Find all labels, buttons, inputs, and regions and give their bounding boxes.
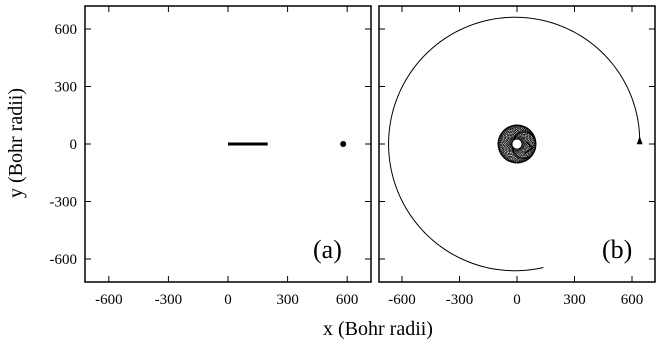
panel-a-marks <box>228 141 347 147</box>
panel-a-x-tick-label: 300 <box>276 292 299 308</box>
panel-a-label: (a) <box>313 235 342 264</box>
x-axis-title: x (Bohr radii) <box>323 318 433 340</box>
panel-a-point <box>340 141 347 147</box>
panel-b-x-tick-label: -600 <box>388 292 416 308</box>
panel-b-arrow-outer <box>636 136 643 145</box>
panel-b-marks <box>388 16 643 272</box>
panel-b-x-tick-label: 300 <box>563 292 586 308</box>
panel-a-ticks: -600 -300 0 300 600 -600 -300 0 300 600 <box>50 6 371 308</box>
panel-b-arrow-inner <box>523 141 534 155</box>
panel-b-ticks: -600 -300 0 300 600 <box>379 6 655 308</box>
y-axis-title: y (Bohr radii) <box>5 88 27 198</box>
panel-b-label: (b) <box>602 235 632 264</box>
panel-a-x-tick-label: 0 <box>224 292 232 308</box>
panel-a-x-tick-label: 600 <box>336 292 359 308</box>
panel-a-y-tick-label: -600 <box>50 252 78 268</box>
panel-b: -600 -300 0 300 600 (b) <box>378 5 656 308</box>
panel-b-center <box>511 138 523 150</box>
panel-b-x-tick-label: 0 <box>513 292 521 308</box>
panel-b-outer-spiral <box>388 16 641 272</box>
panel-b-x-tick-label: -300 <box>446 292 474 308</box>
panel-a-x-tick-label: -300 <box>155 292 183 308</box>
panel-a-y-tick-label: 0 <box>70 137 78 153</box>
panel-a-x-tick-label: -600 <box>95 292 123 308</box>
panel-a: -600 -300 0 300 600 -600 -300 0 300 600 (a) <box>50 5 372 308</box>
panel-a-y-tick-label: -300 <box>50 195 78 211</box>
panel-a-y-tick-label: 600 <box>55 22 78 38</box>
panel-a-y-tick-label: 300 <box>55 80 78 96</box>
panel-b-x-tick-label: 600 <box>621 292 644 308</box>
